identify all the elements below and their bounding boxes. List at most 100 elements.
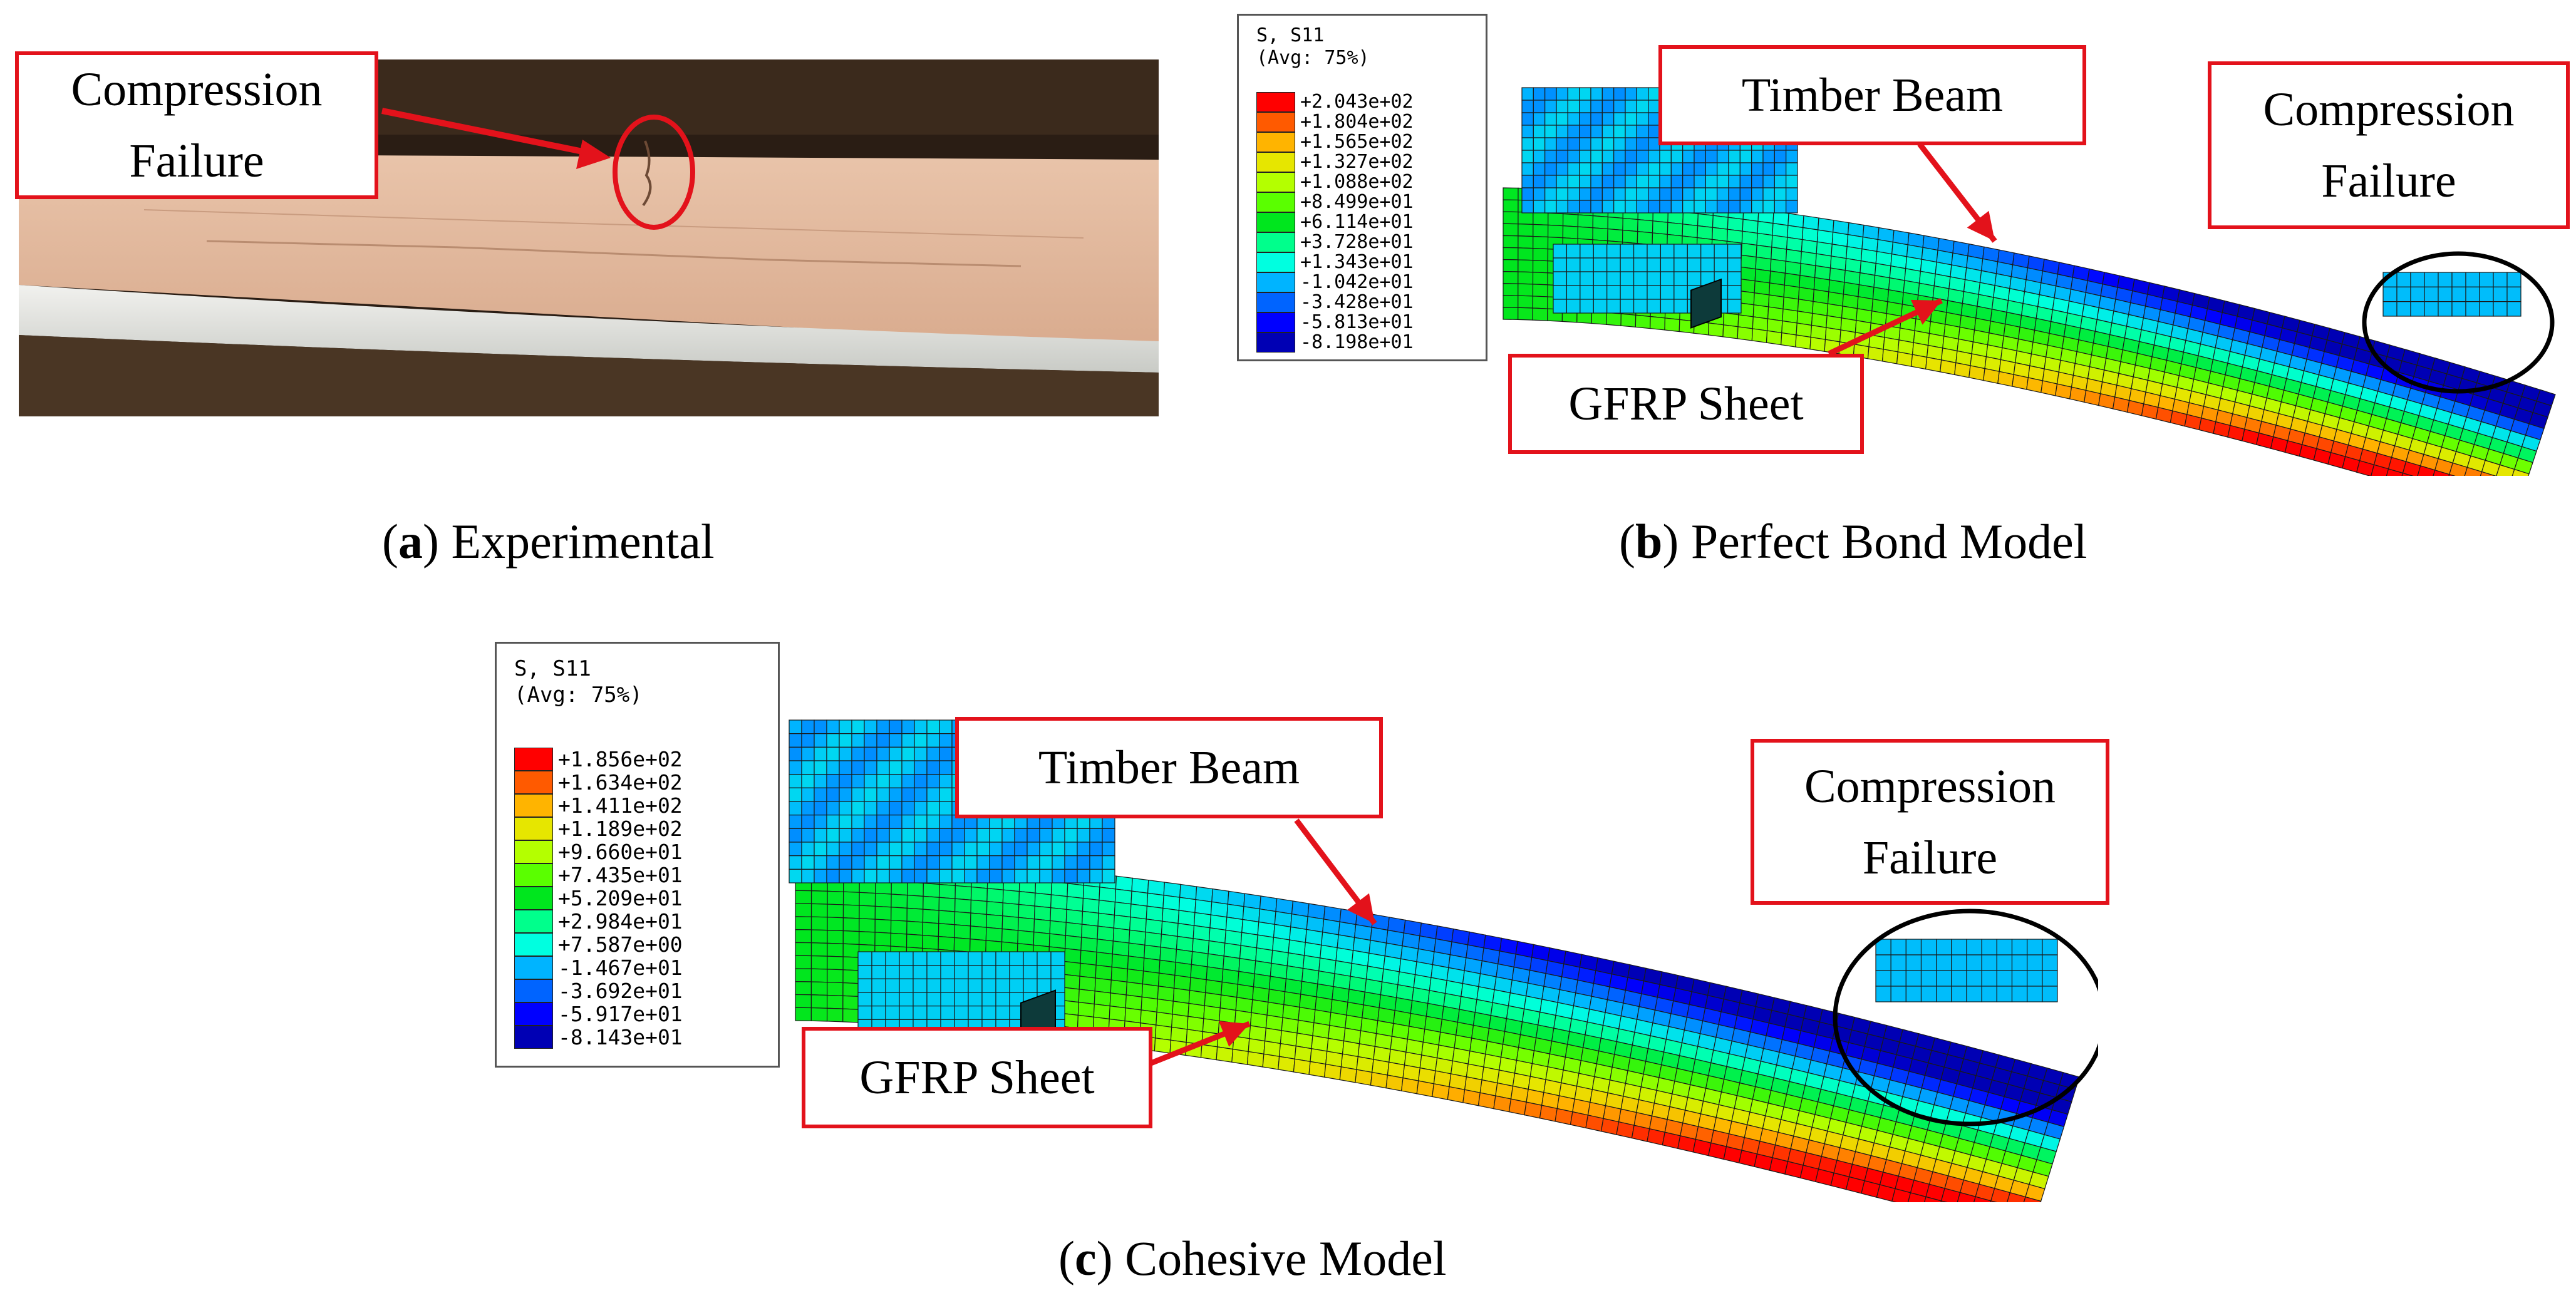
mesh-element	[1620, 299, 1635, 314]
mesh-element	[1636, 162, 1649, 176]
mesh-element	[989, 842, 1003, 857]
mesh-element	[986, 900, 1003, 917]
mesh-element	[939, 855, 953, 870]
mesh-element	[1781, 332, 1797, 348]
mesh-element	[1033, 919, 1051, 934]
mesh-element	[1622, 217, 1638, 232]
mesh-element	[968, 965, 983, 979]
mesh-element	[953, 937, 971, 953]
mesh-element	[1637, 230, 1653, 245]
mesh-element	[954, 965, 969, 979]
mesh-element	[864, 801, 877, 816]
mesh-element	[1533, 224, 1549, 238]
mesh-element	[2382, 301, 2398, 317]
mesh-element	[1339, 1066, 1357, 1083]
legend-value: +1.343e+01	[1300, 251, 1414, 273]
mesh-element	[1039, 855, 1053, 870]
mesh-element	[2465, 286, 2480, 302]
mesh-element	[814, 733, 827, 748]
mesh-element	[1774, 162, 1787, 176]
mesh-element	[1147, 879, 1166, 896]
mesh-element	[1590, 125, 1603, 138]
mesh-element	[1156, 998, 1174, 1015]
mesh-element	[939, 733, 953, 748]
mesh-element	[899, 992, 914, 1007]
mesh-element	[2410, 286, 2425, 302]
mesh-element	[1532, 260, 1548, 274]
mesh-element	[914, 746, 928, 761]
mesh-element	[964, 842, 978, 857]
mesh-element	[1063, 974, 1080, 990]
mesh-element	[1014, 855, 1028, 870]
mesh-element	[1001, 868, 1015, 883]
mesh-element	[1462, 1089, 1481, 1106]
mesh-element	[1094, 991, 1111, 1007]
mesh-element	[1553, 244, 1568, 259]
mesh-element	[1050, 907, 1067, 923]
mesh-element	[901, 815, 915, 829]
mesh-element	[859, 892, 876, 907]
mesh-element	[1129, 929, 1146, 945]
mesh-element	[1687, 257, 1702, 272]
mesh-element	[1590, 112, 1603, 126]
legend-value: +1.088e+02	[1300, 171, 1414, 193]
mesh-element	[1503, 247, 1519, 260]
mesh-element	[1762, 187, 1775, 201]
legend-entry: +1.327e+02	[1256, 151, 1414, 173]
mesh-element	[1023, 978, 1038, 993]
mesh-element	[1187, 1002, 1205, 1019]
callout-arrow	[381, 108, 592, 157]
mesh-element	[1518, 211, 1534, 225]
mesh-element	[1682, 162, 1695, 176]
mesh-element	[1002, 889, 1020, 905]
mesh-element	[1533, 137, 1546, 151]
mesh-element	[926, 719, 940, 734]
mesh-element	[1636, 200, 1649, 214]
legend-entry: +1.856e+02	[514, 747, 683, 771]
mesh-element	[2011, 939, 2028, 955]
mesh-element	[1095, 964, 1112, 981]
mesh-element	[1659, 187, 1672, 201]
mesh-element	[2042, 939, 2058, 955]
mesh-element	[2401, 472, 2414, 476]
mesh-element	[1601, 162, 1615, 176]
mesh-element	[1593, 271, 1608, 286]
mesh-element	[1728, 162, 1741, 176]
mesh-element	[801, 815, 815, 829]
mesh-element	[885, 1006, 900, 1020]
mesh-element	[1533, 112, 1546, 126]
panel-a-photo	[19, 59, 1159, 416]
mesh-element	[1089, 855, 1103, 870]
mesh-element	[1648, 187, 1660, 201]
mesh-element	[1145, 919, 1163, 935]
mesh-element	[1620, 244, 1635, 259]
mesh-element	[2007, 1192, 2026, 1202]
mesh-element	[989, 855, 1003, 870]
mesh-element	[2410, 272, 2425, 287]
mesh-element	[1590, 100, 1603, 113]
mesh-element	[1936, 970, 1952, 987]
mesh-element	[1580, 285, 1594, 300]
mesh-element	[839, 760, 852, 775]
mesh-element	[1009, 951, 1024, 966]
mesh-element	[1009, 978, 1024, 993]
mesh-element	[1493, 1095, 1512, 1113]
mesh-element	[1625, 125, 1637, 138]
mesh-element	[1600, 1118, 1620, 1135]
mesh-element	[810, 942, 828, 957]
mesh-element	[1050, 978, 1065, 993]
mesh-element	[1113, 914, 1131, 930]
mesh-element	[801, 828, 815, 843]
callout-gfrp-sheet-b: GFRP Sheet	[1508, 354, 1864, 454]
mesh-element	[1717, 200, 1729, 214]
mesh-element	[1670, 162, 1684, 176]
mesh-element	[810, 1007, 828, 1022]
legend-value: -8.198e+01	[1300, 331, 1414, 353]
mesh-element	[2464, 466, 2483, 476]
mesh-element	[1920, 986, 1937, 1002]
mesh-element	[926, 868, 940, 883]
mesh-element	[1052, 842, 1065, 857]
mesh-element	[827, 982, 844, 996]
legend-value: +1.565e+02	[1300, 131, 1414, 153]
mesh-element	[938, 910, 956, 925]
